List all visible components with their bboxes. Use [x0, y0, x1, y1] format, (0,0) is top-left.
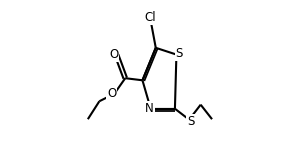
Text: O: O	[109, 48, 119, 61]
Text: O: O	[107, 87, 116, 100]
Text: Cl: Cl	[144, 11, 156, 24]
Text: S: S	[176, 47, 183, 59]
Text: S: S	[187, 115, 194, 128]
Text: N: N	[145, 102, 154, 115]
